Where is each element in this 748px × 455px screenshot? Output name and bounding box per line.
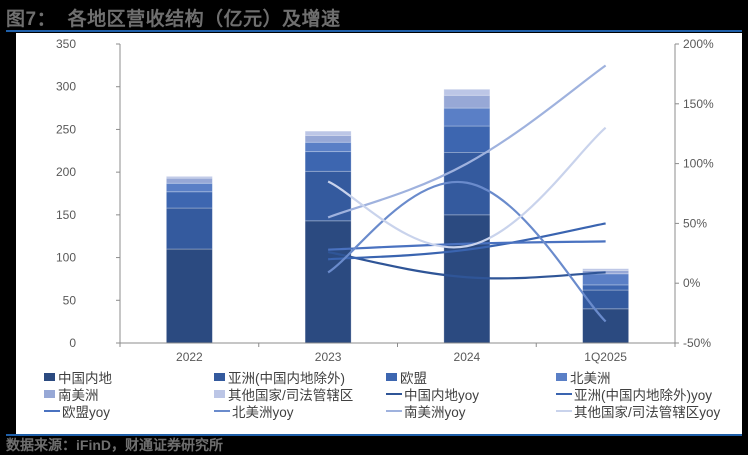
legend-swatch-box-icon: [44, 390, 55, 398]
legend-swatch-box-icon: [556, 373, 567, 381]
legend-label: 南美洲yoy: [404, 405, 466, 420]
legend-item-other: 其他国家/司法管辖区: [214, 384, 353, 404]
legend-label: 北美洲yoy: [232, 405, 294, 420]
svg-text:0%: 0%: [683, 276, 701, 290]
legend-item-south_america_yoy: 南美洲yoy: [386, 401, 466, 421]
legend-item-asia_ex_china: 亚洲(中国内地除外): [214, 367, 345, 387]
legend-swatch-line-icon: [44, 410, 60, 412]
legend-item-china_mainland: 中国内地: [44, 367, 112, 387]
line-other_yoy: [327, 126, 607, 249]
svg-text:2024: 2024: [454, 350, 481, 364]
svg-text:100: 100: [56, 251, 76, 265]
legend-label: 中国内地yoy: [404, 388, 480, 403]
legend-swatch-box-icon: [44, 373, 55, 381]
bar-segment-north_america: [304, 141, 352, 153]
bar-segment-eu: [443, 125, 491, 153]
svg-text:150%: 150%: [683, 97, 714, 111]
svg-text:200%: 200%: [683, 37, 714, 51]
legend-label: 欧盟yoy: [62, 405, 111, 420]
legend-item-china_mainland_yoy: 中国内地yoy: [386, 384, 479, 404]
right-y-axis: -50% 0% 50% 100% 150% 200%: [674, 37, 714, 350]
legend-swatch-box-icon: [214, 373, 225, 381]
x-axis: 2022 2023 2024 1Q2025: [119, 342, 676, 364]
legend-swatch-line-icon: [386, 393, 402, 395]
legend-label: 中国内地: [58, 371, 112, 386]
bar-segment-eu: [304, 151, 352, 172]
svg-text:2023: 2023: [315, 350, 342, 364]
line-asia_ex_china_yoy: [328, 222, 606, 261]
svg-text:200: 200: [56, 165, 76, 179]
bar-segment-south_america: [304, 135, 352, 143]
legend-item-asia_ex_china_yoy: 亚洲(中国内地除外)yoy: [556, 384, 712, 404]
legend-label: 亚洲(中国内地除外): [228, 371, 345, 386]
bar-segment-china_mainland: [582, 308, 630, 344]
chart-title: 图7： 各地区营收结构（亿元）及增速: [6, 9, 341, 30]
title-divider: [6, 30, 742, 32]
svg-text:300: 300: [56, 80, 76, 94]
legend-swatch-line-icon: [556, 393, 572, 395]
svg-text:2022: 2022: [176, 350, 203, 364]
chart-panel: [16, 33, 742, 436]
svg-text:350: 350: [56, 37, 76, 51]
line-north_america_yoy: [327, 180, 607, 323]
legend-swatch-line-icon: [386, 410, 402, 412]
legend-label: 北美洲: [570, 371, 611, 386]
legend-item-other_yoy: 其他国家/司法管辖区yoy: [556, 401, 720, 421]
svg-text:1Q2025: 1Q2025: [584, 350, 627, 364]
legend-item-eu_yoy: 欧盟yoy: [44, 401, 110, 421]
svg-text:0: 0: [69, 336, 76, 350]
bar-segment-other: [165, 176, 213, 179]
bar-segment-north_america: [582, 273, 630, 286]
source-note: 数据来源：iFinD，财通证券研究所: [6, 437, 223, 453]
legend-item-north_america_yoy: 北美洲yoy: [214, 401, 294, 421]
bar-segment-north_america: [443, 107, 491, 127]
bar-segment-other: [443, 88, 491, 96]
bar-segment-eu: [582, 284, 630, 291]
bar-segment-asia_ex_china: [165, 207, 213, 250]
bar-segment-asia_ex_china: [304, 170, 352, 222]
svg-text:-50%: -50%: [683, 336, 711, 350]
svg-text:100%: 100%: [683, 157, 714, 171]
bar-segment-eu: [165, 191, 213, 209]
legend-item-eu: 欧盟: [386, 367, 427, 387]
stacked-bars: [165, 88, 630, 344]
bar-segment-south_america: [443, 94, 491, 109]
svg-text:150: 150: [56, 208, 76, 222]
footer-divider: [6, 434, 742, 436]
legend-swatch-line-icon: [214, 410, 230, 412]
svg-text:250: 250: [56, 122, 76, 136]
bar-segment-china_mainland: [304, 220, 352, 344]
bar-segment-china_mainland: [165, 248, 213, 344]
bar-segment-south_america: [165, 177, 213, 184]
yoy-lines: [327, 64, 607, 323]
legend-item-north_america: 北美洲: [556, 367, 611, 387]
svg-text:50%: 50%: [683, 216, 707, 230]
bar-segment-other: [304, 130, 352, 136]
legend-label: 其他国家/司法管辖区: [228, 388, 354, 403]
legend-swatch-box-icon: [214, 390, 225, 398]
line-china_mainland_yoy: [327, 251, 606, 280]
legend-label: 亚洲(中国内地除外)yoy: [574, 388, 712, 403]
legend-item-south_america: 南美洲: [44, 384, 99, 404]
legend-label: 其他国家/司法管辖区yoy: [574, 405, 721, 420]
bar-segment-north_america: [165, 182, 213, 193]
legend-swatch-box-icon: [386, 373, 397, 381]
legend-label: 欧盟: [400, 371, 427, 386]
svg-text:50: 50: [63, 293, 77, 307]
line-eu_yoy: [328, 240, 606, 251]
bar-segment-asia_ex_china: [582, 289, 630, 310]
left-y-axis: 0 50 100 150 200 250 300 350: [56, 37, 121, 350]
legend-swatch-line-icon: [556, 410, 572, 412]
bar-segment-other: [582, 268, 630, 271]
legend-label: 南美洲: [58, 388, 99, 403]
